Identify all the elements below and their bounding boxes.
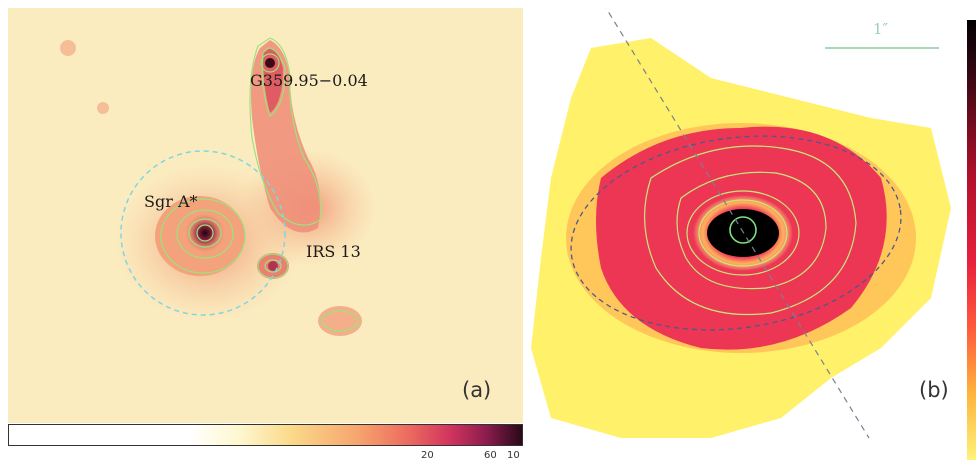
colorbar-a — [8, 424, 523, 446]
g359-peak — [265, 58, 275, 68]
panel-b-map — [531, 8, 951, 439]
colorbar-tick: 10 — [507, 450, 520, 461]
emission-blob — [97, 102, 109, 114]
contours — [160, 37, 359, 332]
colorbar-tick: 60 — [484, 450, 497, 461]
emission-blob — [60, 40, 76, 56]
label-sgra: Sgr A* — [144, 192, 198, 211]
colorbar-b — [967, 20, 976, 460]
panel-a-image: G359.95−0.04 Sgr A* IRS 13 (a) — [8, 8, 523, 423]
irs13-core — [268, 261, 278, 271]
panel-label-b: (b) — [919, 378, 949, 402]
sgra-core — [185, 213, 225, 253]
label-g359: G359.95−0.04 — [250, 71, 368, 90]
scale-bar-label: 1″ — [873, 20, 889, 38]
region-circle — [120, 150, 286, 316]
contours-b — [644, 145, 857, 316]
center-contour — [729, 216, 757, 244]
colorbar-tick: 20 — [421, 450, 434, 461]
axis-line — [605, 8, 870, 439]
panel-label-a: (a) — [462, 378, 492, 402]
region-ellipse — [570, 135, 902, 331]
panel-b-image: 1″ (b) — [531, 8, 963, 453]
panel-a-map — [60, 37, 378, 336]
label-irs13: IRS 13 — [306, 242, 361, 261]
